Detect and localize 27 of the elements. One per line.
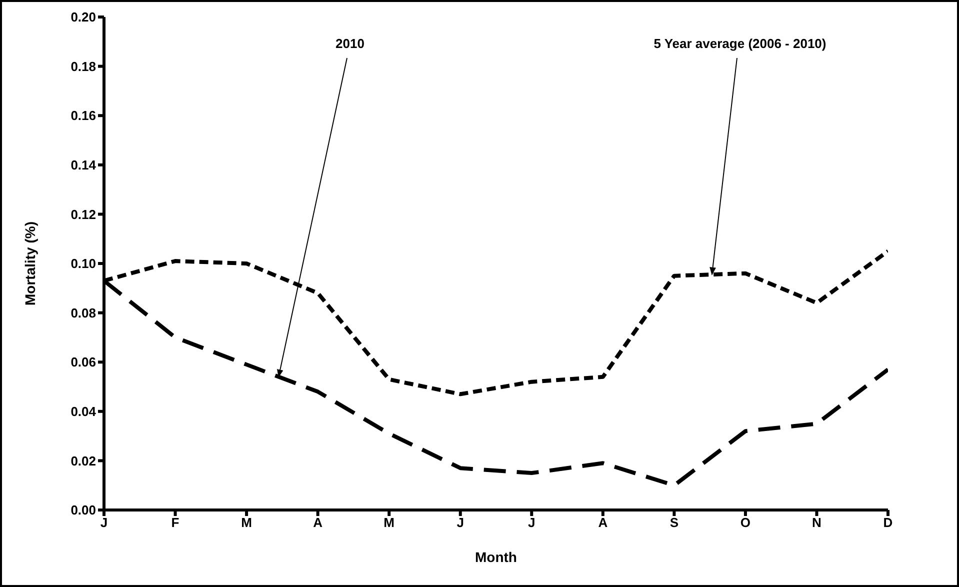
x-tick-label: N: [812, 515, 822, 530]
y-tick-label: 0.10: [70, 256, 96, 272]
text: 2010: [336, 36, 364, 51]
x-tick-label: J: [456, 515, 464, 530]
y-tick-label: 0.18: [70, 58, 96, 74]
y-tick-label: 0.02: [70, 453, 96, 468]
y-tick-label: 0.06: [70, 354, 96, 370]
x-tick-label: D: [883, 515, 893, 530]
x-tick-label: O: [740, 515, 751, 530]
x-tick-label: M: [241, 515, 252, 530]
x-tick-label: S: [670, 515, 679, 530]
y-tick-label: 0.04: [70, 404, 97, 420]
x-tick-label: M: [384, 515, 395, 530]
x-tick-label: J: [100, 515, 108, 530]
x-tick-label: J: [528, 515, 536, 530]
x-tick-label: A: [313, 515, 324, 530]
y-axis-title: Mortality (%): [22, 222, 38, 306]
y-tick-label: 0.14: [70, 158, 97, 173]
x-axis-title: Month: [475, 549, 517, 565]
y-tick-label: 0.08: [70, 305, 96, 320]
text: 5 Year average (2006 - 2010): [654, 36, 826, 51]
y-tick-label: 0.16: [70, 108, 96, 124]
x-tick-label: F: [171, 515, 180, 530]
y-tick-label: 0.20: [70, 10, 96, 25]
y-tick-label: 0.12: [70, 206, 96, 222]
x-tick-label: A: [598, 515, 608, 530]
y-tick-label: 0.00: [70, 502, 96, 518]
